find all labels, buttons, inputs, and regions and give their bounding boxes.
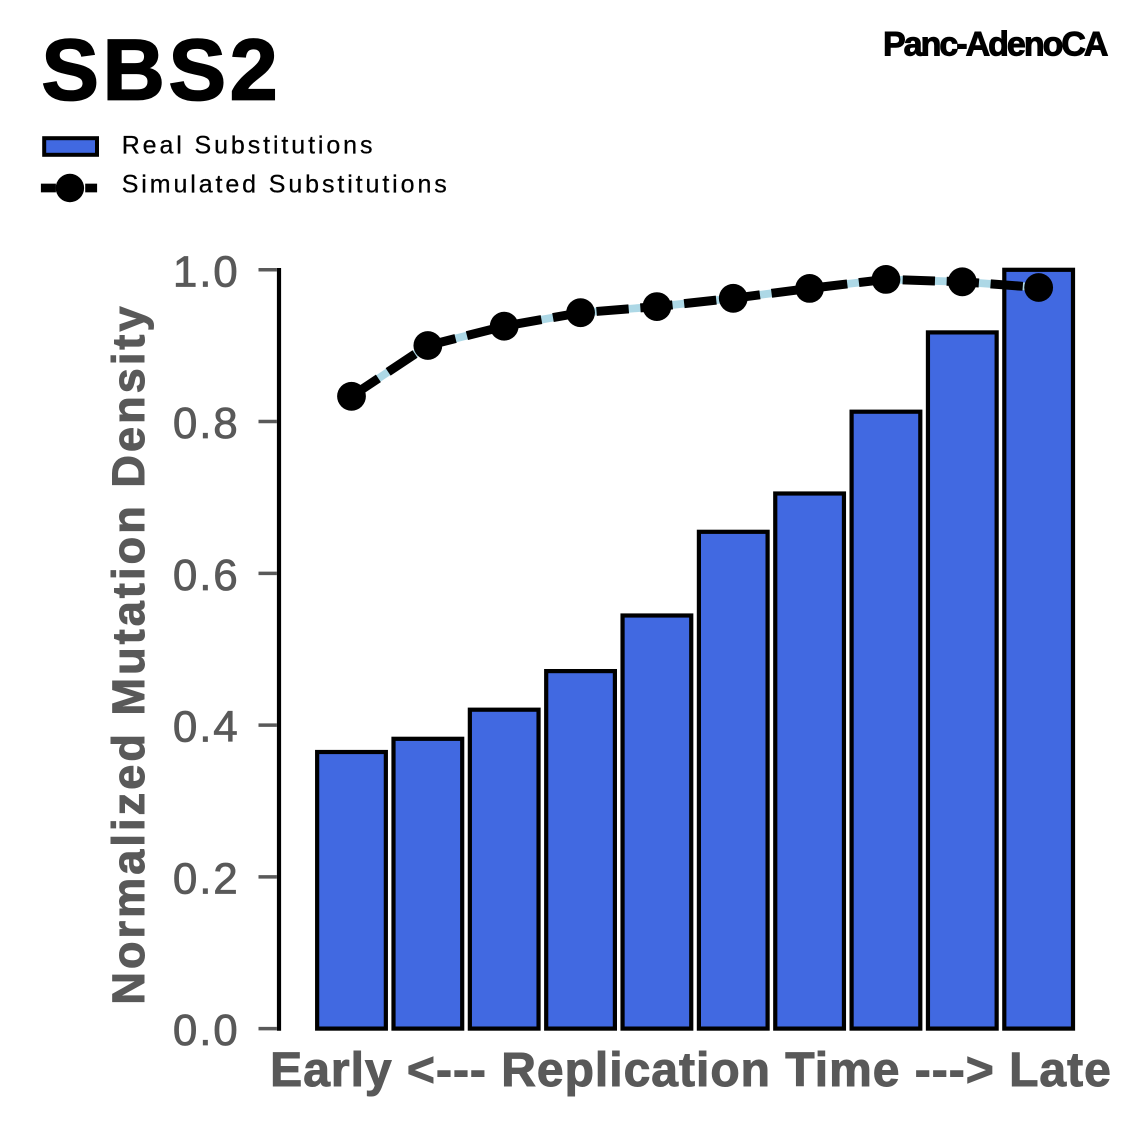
svg-text:0.4: 0.4 [173, 703, 240, 752]
svg-text:Simulated Substitutions: Simulated Substitutions [122, 171, 450, 199]
svg-text:Real Substitutions: Real Substitutions [122, 132, 376, 160]
svg-text:Panc-AdenoCA: Panc-AdenoCA [883, 25, 1108, 63]
svg-text:Early <--- Replication Time --: Early <--- Replication Time ---> Late [270, 1044, 1112, 1097]
svg-text:Normalized Mutation Density: Normalized Mutation Density [103, 303, 154, 1004]
svg-text:0.2: 0.2 [173, 854, 240, 903]
svg-text:SBS2: SBS2 [42, 23, 282, 119]
svg-text:1.0: 1.0 [173, 247, 240, 296]
svg-text:0.0: 0.0 [173, 1006, 240, 1055]
svg-text:0.8: 0.8 [173, 399, 240, 448]
svg-text:0.6: 0.6 [173, 551, 240, 600]
